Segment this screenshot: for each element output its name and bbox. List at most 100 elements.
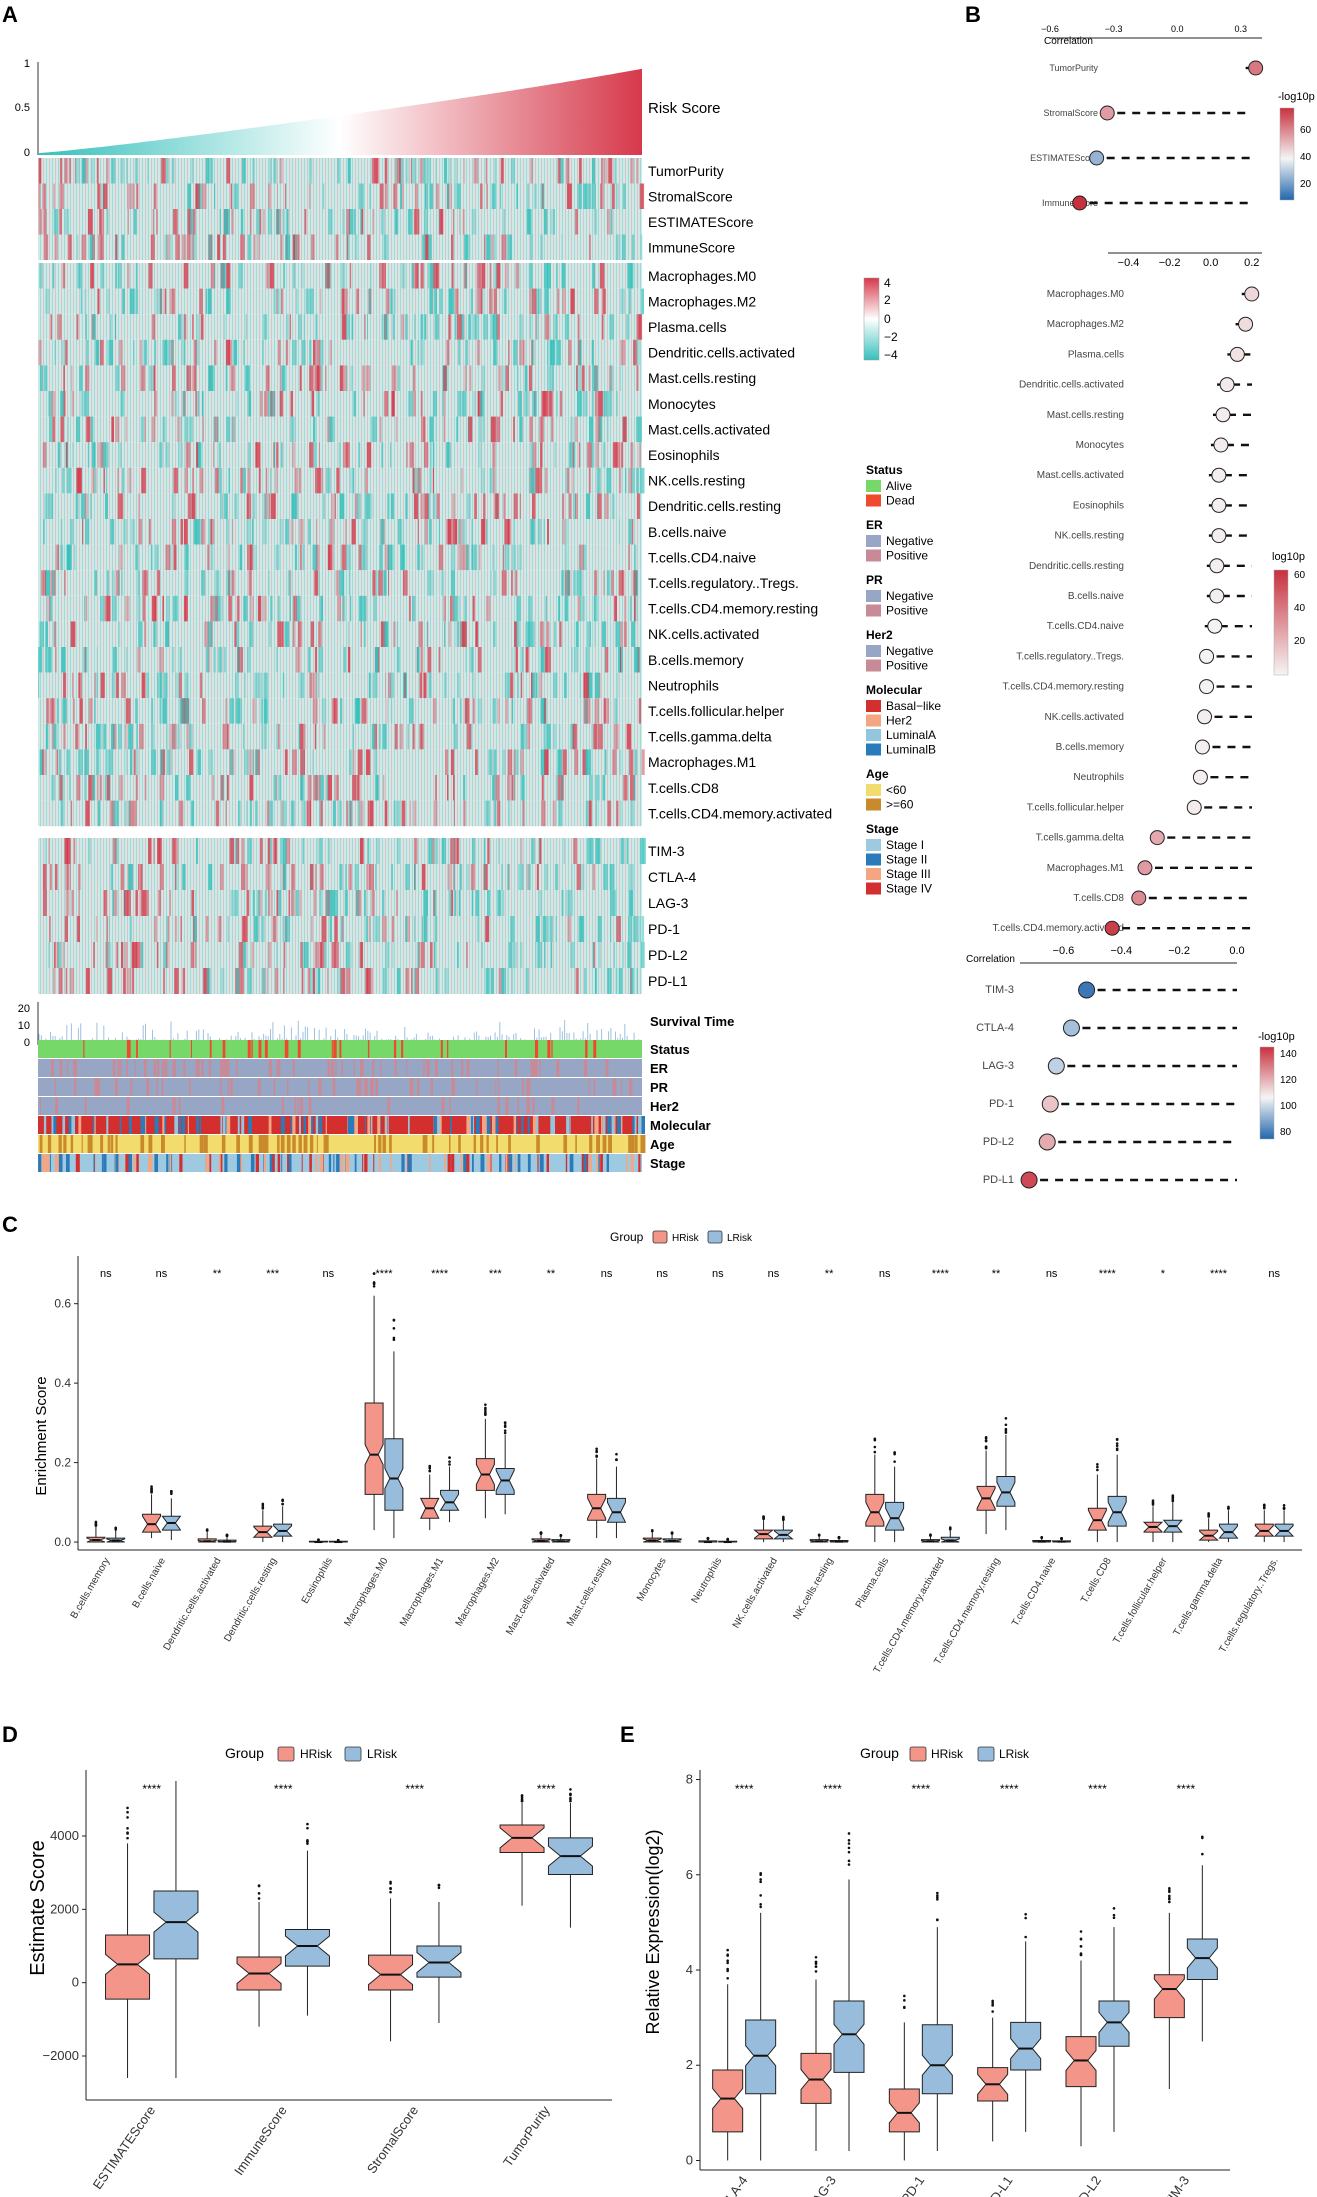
legend-swatch [866,784,881,796]
b-correlation-dot [1078,981,1096,999]
outlier-point [1004,1431,1008,1434]
outlier-point [389,1890,392,1894]
lrisk-box [547,1788,593,1928]
b-dot-row: TIM-3 [985,981,1237,999]
legend-item: Positive [886,659,928,673]
outlier-point [1262,1506,1266,1510]
outlier-point [392,1318,396,1322]
outlier-point [306,1826,309,1830]
outlier-point [873,1438,877,1442]
outlier-point [261,1504,265,1507]
outlier-point [595,1447,598,1451]
outlier-point [1168,1900,1171,1904]
hrisk-box [531,1531,551,1543]
c-legend-hrisk-swatch [652,1230,668,1244]
b-correlation-dot [1248,60,1264,76]
b-row-label: CTLA-4 [976,1022,1014,1034]
outlier-point [150,1490,153,1493]
legend-item: >=60 [886,798,914,812]
legend-tick: 40 [1294,603,1306,614]
outlier-point [392,1338,396,1342]
outlier-point [1079,1944,1083,1948]
b-dot-row: PD-L2 [983,1133,1237,1151]
immune-heatmap-row: Neutrophils [38,672,719,699]
outlier-point [650,1529,654,1533]
risk-tick: 1 [24,58,30,70]
immune-heatmap-row: Monocytes [38,391,716,417]
hrisk-box [712,1948,744,2161]
b-dot-row: TumorPurity [1049,60,1264,76]
outlier-point [847,1846,851,1850]
outlier-point [503,1429,507,1432]
outlier-point [126,1832,129,1835]
annotation-label: Her2 [650,1099,679,1114]
hrisk-box [419,1464,440,1531]
b-immune-tick: 0.2 [1244,257,1259,269]
outlier-point [1171,1499,1175,1503]
lrisk-box [996,1417,1016,1531]
immune-heatmap-row: T.cells.gamma.delta [38,723,772,750]
outlier-point [372,1272,376,1275]
annotation-label: Stage [650,1156,685,1171]
b-dot-row: CTLA-4 [976,1019,1237,1037]
legend-tick: 20 [1294,636,1306,647]
b-correlation-dot [1062,1019,1080,1037]
b-dot-row: PD-1 [989,1095,1237,1113]
outlier-point [936,1894,939,1897]
outlier-point [1115,1447,1119,1450]
outlier-point [706,1537,710,1540]
immune-heatmap-row: Macrophages.M2 [38,288,756,315]
lrisk-box [384,1318,404,1539]
b-correlation-dot [1238,316,1254,332]
category-label: Macrophages.M2 [454,1556,502,1629]
panel-a: 1 0.5 0 Risk Score TumorPurity StromalSco… [15,58,941,1172]
immune-heatmap-row: Dendritic.cells.resting [38,493,781,519]
outlier-point [1004,1427,1008,1431]
outlier-point [261,1507,265,1510]
immune-row-label: Plasma.cells [648,319,727,335]
scale-tick: 0 [884,312,891,326]
outlier-point [428,1464,432,1468]
significance-label: **** [911,1782,930,1796]
estimate-row-label: TumorPurity [648,163,724,179]
legend-tick: 80 [1280,1127,1292,1138]
b-row-label: T.cells.CD4.naive [1047,621,1125,632]
immune-row-label: T.cells.follicular.helper [648,703,785,719]
survival-tick: 10 [18,1020,30,1032]
legend-tick: 120 [1280,1075,1297,1086]
b-dot-row: LAG-3 [982,1057,1237,1075]
lrisk-box [495,1421,515,1515]
b-immune-legend: log10p 60 40 20 [1272,551,1306,676]
checkpoint-row-label: CTLA-4 [648,869,696,885]
estimate-row-label: ImmuneScore [648,239,735,255]
outlier-point [520,1794,524,1798]
significance-label: **** [1176,1782,1195,1796]
immune-row-label: Mast.cells.resting [648,370,756,386]
b-row-label: T.cells.gamma.delta [1036,833,1125,844]
outlier-point [782,1518,785,1521]
legend-swatch [866,604,881,617]
significance-label: **** [431,1268,449,1280]
outlier-point [1171,1495,1175,1499]
b-row-label: PD-L1 [983,1174,1014,1186]
legend-tick: 60 [1294,570,1306,581]
y-tick-label: 0 [686,2152,693,2167]
immune-row-label: T.cells.CD4.naive [648,549,756,565]
c-legend-hrisk: HRisk [672,1233,700,1244]
legend-swatch [866,700,881,712]
outlier-point [817,1534,821,1537]
lrisk-box [772,1515,794,1543]
b-row-label: T.cells.CD4.memory.resting [1002,682,1124,693]
outlier-point [762,1517,765,1520]
b-checkpoint-tick: 0.0 [1229,945,1244,957]
category-label: Plasma.cells [854,1556,892,1610]
outlier-point [936,1898,939,1901]
b-immune-tick: 0.0 [1203,257,1218,269]
outlier-point [1112,1913,1116,1917]
checkpoint-heatmap-row: CTLA-4 [38,864,696,890]
outlier-point [372,1284,376,1288]
b-correlation-dot [1197,709,1213,725]
outlier-point [991,2003,994,2007]
annotation-label: PR [650,1080,669,1095]
significance-label: **** [1088,1782,1107,1796]
